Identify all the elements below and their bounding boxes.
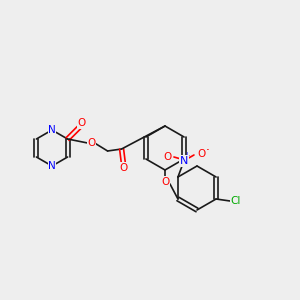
Text: N: N <box>180 156 188 166</box>
Text: N: N <box>48 125 56 135</box>
Text: O: O <box>119 163 128 173</box>
Text: O: O <box>198 149 206 159</box>
Text: O: O <box>77 118 86 128</box>
Text: O: O <box>164 152 172 162</box>
Text: +: + <box>183 152 189 160</box>
Text: N: N <box>48 161 56 171</box>
Text: Cl: Cl <box>231 196 241 206</box>
Text: -: - <box>205 146 208 154</box>
Text: O: O <box>88 138 96 148</box>
Text: O: O <box>161 177 169 187</box>
